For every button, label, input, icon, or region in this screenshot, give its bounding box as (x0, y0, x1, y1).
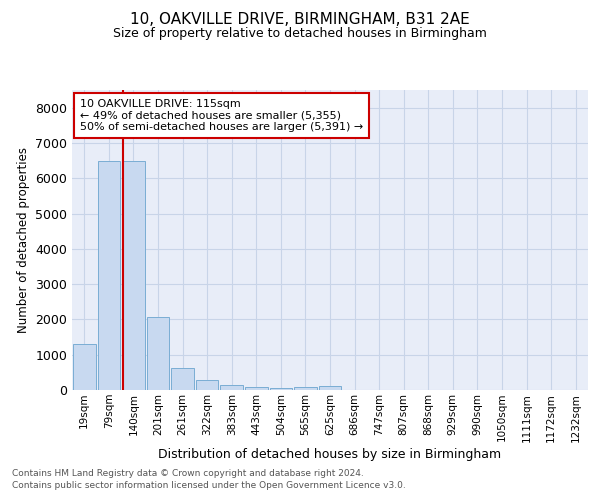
Bar (319, 386, 341, 390)
Text: 10 OAKVILLE DRIVE: 115sqm
← 49% of detached houses are smaller (5,355)
50% of se: 10 OAKVILLE DRIVE: 115sqm ← 49% of detac… (80, 99, 363, 132)
Text: Contains HM Land Registry data © Crown copyright and database right 2024.: Contains HM Land Registry data © Crown c… (12, 468, 364, 477)
Y-axis label: Number of detached properties: Number of detached properties (17, 147, 29, 333)
Text: Size of property relative to detached houses in Birmingham: Size of property relative to detached ho… (113, 28, 487, 40)
Text: Contains public sector information licensed under the Open Government Licence v3: Contains public sector information licen… (12, 481, 406, 490)
Bar (245, 387, 268, 390)
Bar (196, 380, 218, 390)
Bar (98, 160, 120, 390)
Bar (73, 344, 95, 390)
Text: 10, OAKVILLE DRIVE, BIRMINGHAM, B31 2AE: 10, OAKVILLE DRIVE, BIRMINGHAM, B31 2AE (130, 12, 470, 28)
Bar (122, 160, 145, 390)
Bar (171, 368, 194, 390)
Bar (220, 386, 243, 390)
Bar (146, 316, 169, 390)
Bar (269, 388, 292, 390)
Bar (294, 388, 317, 390)
X-axis label: Distribution of detached houses by size in Birmingham: Distribution of detached houses by size … (158, 448, 502, 462)
